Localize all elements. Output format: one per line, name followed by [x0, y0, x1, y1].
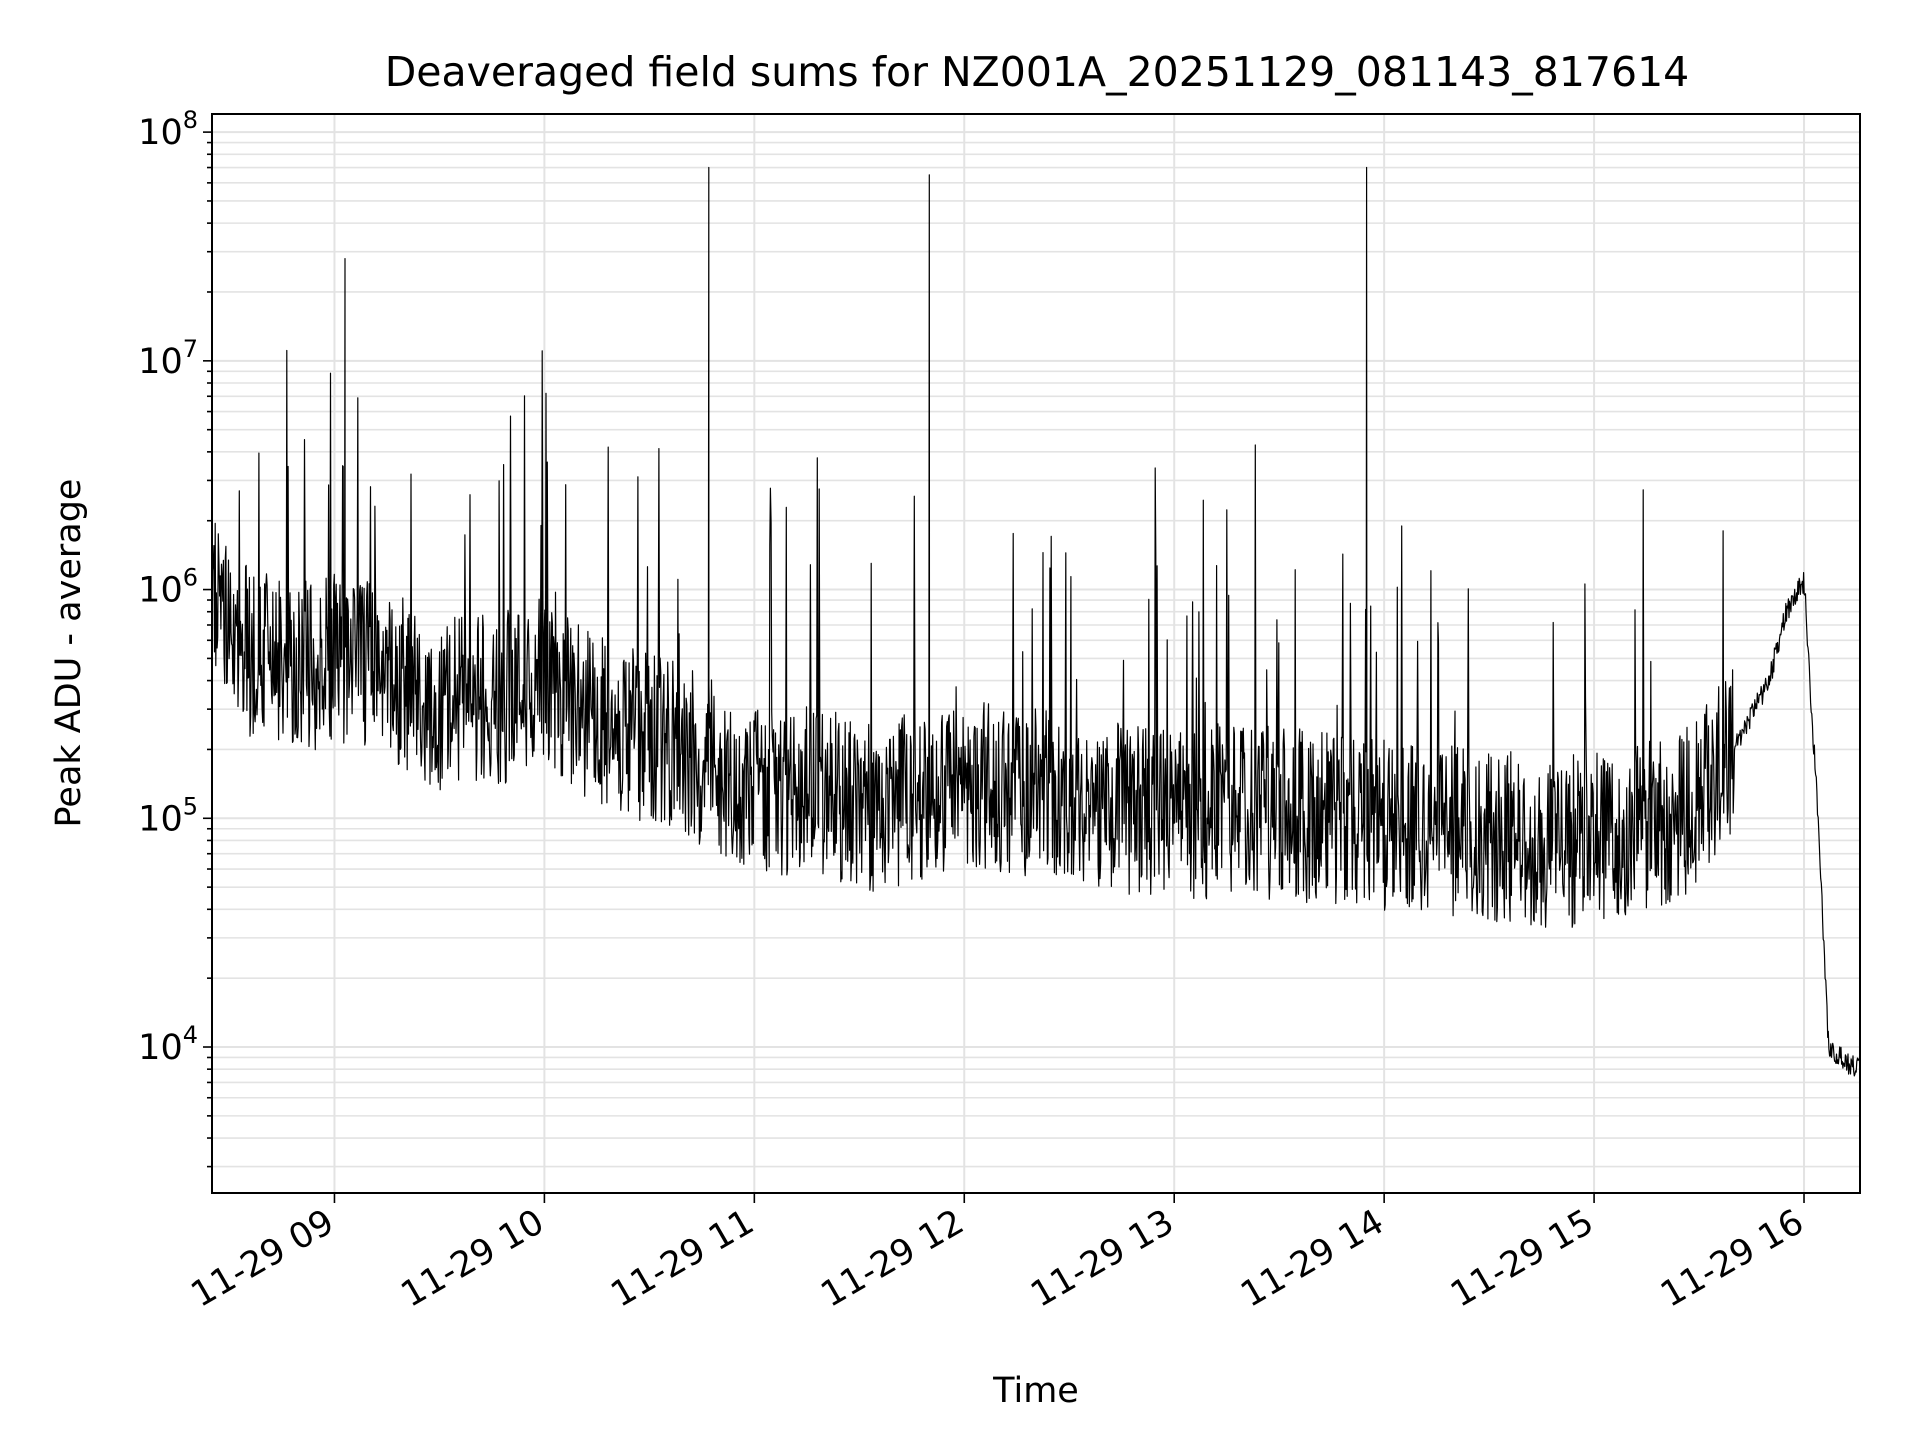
y-tick-label: 105	[138, 792, 198, 839]
y-tick-label-base: 10	[138, 1028, 183, 1068]
plot-area-frame	[211, 113, 1861, 1194]
x-tick-label: 11-29 10	[395, 1202, 551, 1315]
x-tick-label: 11-29 11	[605, 1202, 761, 1315]
x-tick-label: 11-29 15	[1444, 1202, 1600, 1315]
x-axis-label: Time	[992, 1371, 1079, 1411]
y-tick-label: 107	[138, 335, 198, 382]
y-tick-label: 104	[138, 1021, 198, 1068]
x-axis-ticks: 11-29 09 11-29 10 11-29 11 11-29 12 11-29 13…	[185, 1193, 1811, 1315]
y-tick-label-base: 10	[138, 571, 183, 611]
chart-title: Deaveraged field sums for NZ001A_2025112…	[385, 48, 1690, 96]
y-tick-label: 106	[138, 564, 198, 611]
y-tick-label-exp: 5	[183, 792, 198, 820]
y-tick-label-base: 10	[138, 799, 183, 839]
y-tick-label-exp: 4	[183, 1021, 198, 1049]
y-tick-label: 108	[138, 106, 198, 153]
y-tick-label-exp: 6	[183, 564, 198, 592]
x-tick-label: 11-29 16	[1654, 1202, 1810, 1315]
x-tick-label: 11-29 14	[1234, 1202, 1390, 1315]
y-axis-label: Peak ADU - average	[49, 479, 89, 828]
y-tick-label-base: 10	[138, 342, 183, 382]
y-tick-label-base: 10	[138, 113, 183, 153]
data-line-group	[211, 166, 1861, 1077]
x-tick-label: 11-29 12	[814, 1202, 970, 1315]
x-tick-label: 11-29 13	[1024, 1202, 1180, 1315]
y-tick-label-exp: 8	[183, 106, 198, 134]
x-tick-label: 11-29 09	[185, 1202, 341, 1315]
y-tick-label-exp: 7	[183, 335, 198, 363]
series-line	[211, 166, 1861, 1077]
